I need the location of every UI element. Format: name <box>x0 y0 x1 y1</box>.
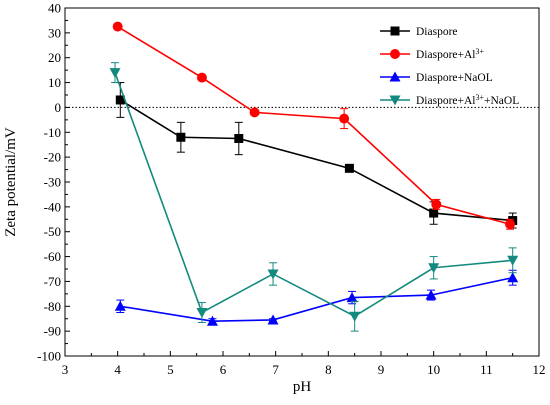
series-4 <box>109 62 519 332</box>
series-line <box>120 276 513 323</box>
series-2 <box>112 21 516 230</box>
series-line <box>119 99 513 222</box>
y-tick-label: -20 <box>44 150 61 165</box>
x-axis-title: pH <box>293 379 312 395</box>
y-tick-label: -40 <box>44 199 61 214</box>
x-tick-label: 3 <box>62 362 69 377</box>
data-point <box>249 107 260 118</box>
y-tick-label: 20 <box>48 50 61 65</box>
legend-label: Diaspore+NaOL <box>416 72 493 84</box>
legend-label: Diaspore+Al3++NaOL <box>416 93 519 108</box>
y-tick-label: -10 <box>44 125 61 140</box>
y-tick-label: -80 <box>44 299 61 314</box>
data-point <box>267 269 279 280</box>
data-point <box>339 113 350 124</box>
data-point <box>429 208 439 218</box>
data-point <box>234 134 244 143</box>
axes-group: 3 4 5 6 7 8 9 10 11 12-100-90-80-70-60-50-40-30-2… <box>37 1 545 378</box>
data-point <box>507 272 519 283</box>
data-point <box>346 292 358 303</box>
legend-marker <box>389 71 401 82</box>
data-point <box>507 255 519 266</box>
x-tick-label: 9 <box>378 362 385 377</box>
legend-marker <box>390 49 400 59</box>
y-tick-label: -70 <box>44 274 61 289</box>
x-tick-label: 12 <box>533 362 546 377</box>
legend-item-2: Diaspore+Al3+ <box>380 47 485 62</box>
data-point <box>115 95 125 105</box>
y-tick-label: -90 <box>44 324 61 339</box>
data-point <box>428 263 440 274</box>
y-tick-label: -60 <box>44 249 61 264</box>
y-tick-label: 30 <box>48 25 61 40</box>
data-point <box>112 21 123 32</box>
series-line <box>117 25 511 226</box>
data-point <box>431 199 442 210</box>
y-axis-title: Zeta potential/mV <box>3 127 19 237</box>
data-point <box>505 219 516 230</box>
y-tick-label: 10 <box>48 75 61 90</box>
data-point <box>109 68 121 79</box>
y-tick-label: -30 <box>44 175 61 190</box>
x-tick-label: 7 <box>272 362 279 377</box>
x-tick-label: 5 <box>167 362 174 377</box>
series-3 <box>114 269 519 326</box>
y-tick-label: -50 <box>44 224 61 239</box>
data-point <box>267 314 279 325</box>
series-group <box>109 21 519 332</box>
y-tick-label: 40 <box>48 1 61 16</box>
x-tick-label: 10 <box>427 362 440 377</box>
y-tick-label: -100 <box>37 349 61 364</box>
data-point <box>114 300 126 311</box>
series-line <box>114 72 513 318</box>
x-tick-label: 6 <box>220 362 227 377</box>
x-tick-label: 11 <box>480 362 493 377</box>
data-point <box>344 163 354 173</box>
x-tick-label: 8 <box>325 362 332 377</box>
data-point <box>196 308 208 318</box>
legend-item-1: Diaspore <box>380 26 458 38</box>
legend-marker <box>389 95 401 106</box>
data-point <box>206 315 218 326</box>
legend-marker <box>390 26 400 36</box>
y-tick-label: 0 <box>55 100 62 115</box>
legend-label: Diaspore <box>416 26 458 38</box>
data-point <box>349 311 361 322</box>
legend-label: Diaspore+Al3+ <box>416 47 485 62</box>
legend-item-3: Diaspore+NaOL <box>380 71 493 84</box>
data-point <box>196 72 207 83</box>
data-point <box>425 289 437 300</box>
legend: Diaspore Diaspore+Al3+ Diaspore+NaOL Diaspo… <box>380 26 519 107</box>
x-tick-label: 4 <box>114 362 121 377</box>
data-point <box>176 132 186 142</box>
legend-item-4: Diaspore+Al3++NaOL <box>380 93 519 108</box>
